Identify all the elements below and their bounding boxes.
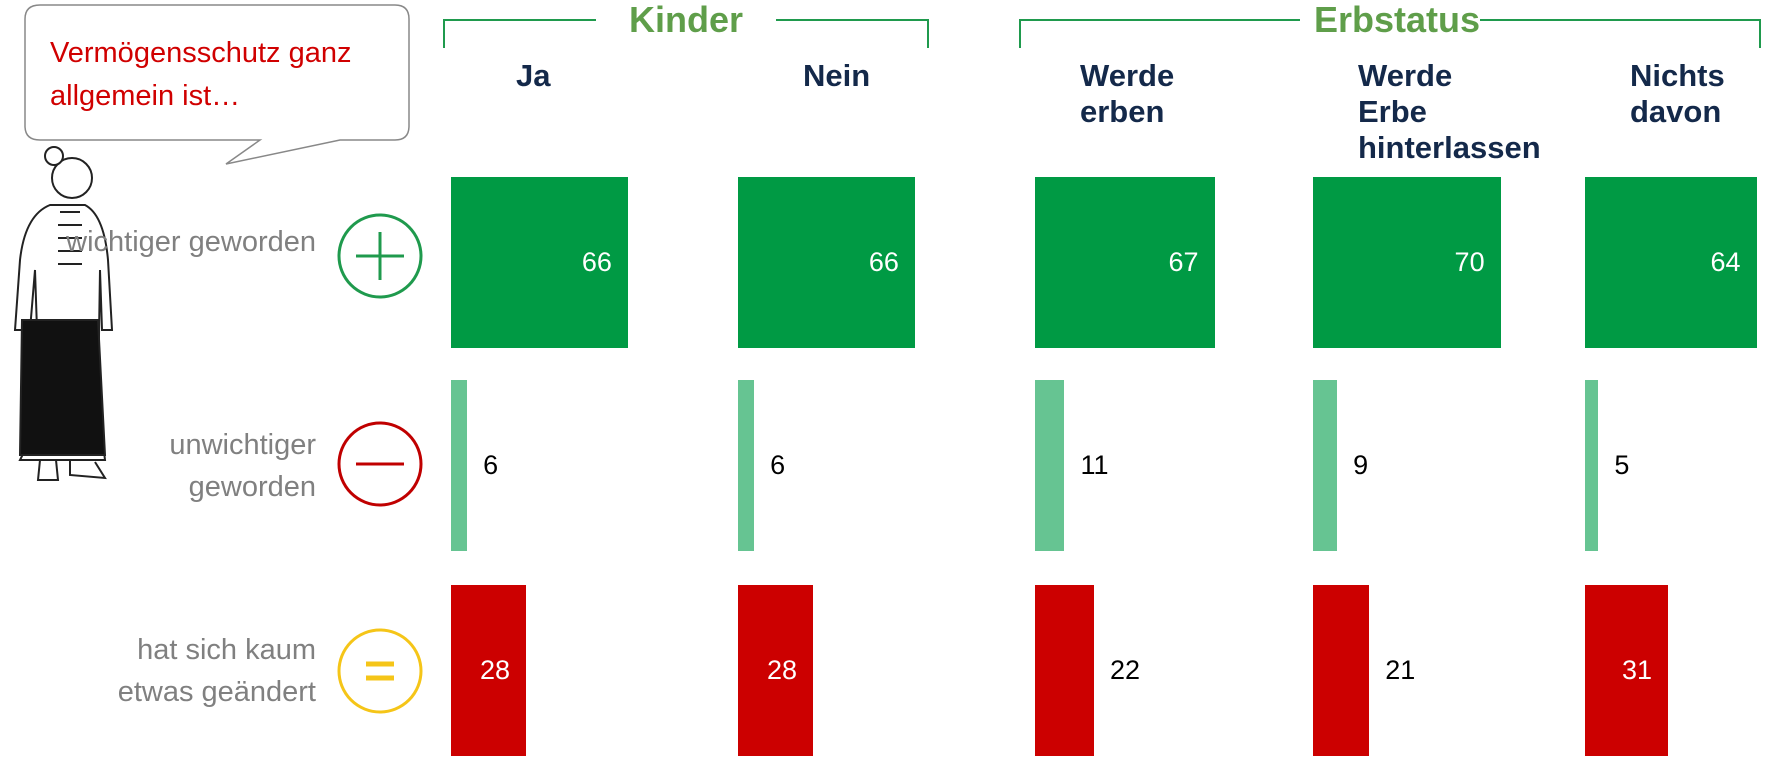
value-label: 66	[738, 247, 899, 278]
bar	[1313, 380, 1337, 551]
bar	[1585, 380, 1598, 551]
value-label: 11	[1080, 450, 1108, 481]
value-label: 31	[1585, 655, 1652, 686]
category-label: Ja	[456, 58, 656, 94]
equals-sign	[366, 664, 394, 678]
row-label: wichtiger geworden	[56, 221, 316, 263]
plus-sign	[356, 232, 404, 280]
bar	[1035, 585, 1094, 756]
page: Vermögensschutz ganz allgemein ist… (() …	[0, 0, 1767, 757]
group-title: Kinder	[596, 0, 776, 42]
value-label: 28	[451, 655, 510, 686]
value-label: 6	[770, 450, 785, 481]
bar	[451, 380, 467, 551]
row-label: unwichtiger geworden	[56, 424, 316, 508]
bar	[1313, 585, 1369, 756]
value-label: 66	[451, 247, 612, 278]
category-label: Werde erben	[1040, 58, 1240, 130]
row-label: hat sich kaum etwas geändert	[56, 629, 316, 713]
value-label: 21	[1385, 655, 1415, 686]
value-label: 22	[1110, 655, 1140, 686]
callout-text: Vermögensschutz ganz allgemein ist…	[50, 32, 400, 118]
bar	[1035, 380, 1064, 551]
bar	[738, 380, 754, 551]
value-label: 70	[1313, 247, 1485, 278]
value-label: 9	[1353, 450, 1368, 481]
equals-icon	[339, 630, 421, 712]
category-label: Nichts davon	[1590, 58, 1767, 130]
value-label: 28	[738, 655, 797, 686]
value-label: 67	[1035, 247, 1199, 278]
value-label: 6	[483, 450, 498, 481]
value-label: 5	[1614, 450, 1629, 481]
group-title: Erbstatus	[1300, 0, 1480, 42]
category-label: Werde Erbe hinterlassen	[1318, 58, 1518, 166]
category-label: Nein	[743, 58, 943, 94]
value-label: 64	[1585, 247, 1741, 278]
